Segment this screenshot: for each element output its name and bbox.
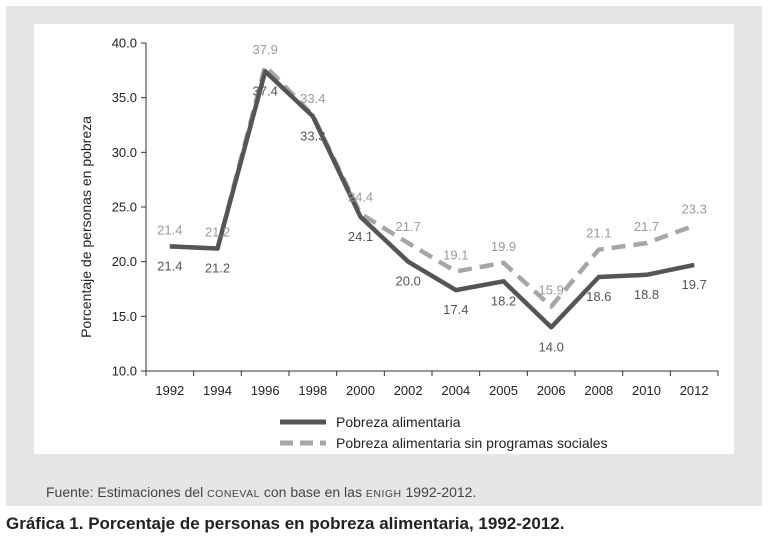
x-tick-label: 1998: [298, 383, 327, 398]
data-label-pobreza-alimentaria: 24.1: [348, 229, 373, 244]
data-label-sin-programas: 23.3: [682, 202, 707, 217]
line-chart: 10.0 15.0 20.0 25.0 30.0 35.0 40.0 1992 1994 1996…: [78, 36, 719, 451]
figure-frame: 10.0 15.0 20.0 25.0 30.0 35.0 40.0 1992 1994 1996…: [6, 6, 762, 506]
data-label-sin-programas: 37.9: [253, 42, 278, 57]
figure-caption: Gráfica 1. Porcentaje de personas en pob…: [6, 514, 565, 533]
x-tick-label: 2005: [489, 383, 518, 398]
legend-label-sin-programas: Pobreza alimentaria sin programas social…: [336, 435, 608, 451]
x-tick-label: 1992: [155, 383, 184, 398]
x-tick-label: 2012: [680, 383, 709, 398]
data-label-sin-programas: 19.9: [491, 239, 516, 254]
data-label-sin-programas: 21.2: [205, 225, 230, 240]
x-tick-label: 1994: [203, 383, 232, 398]
plot-panel: 10.0 15.0 20.0 25.0 30.0 35.0 40.0 1992 1994 1996…: [34, 24, 734, 454]
y-tick-label: 30.0: [112, 145, 137, 160]
y-tick-label: 15.0: [112, 309, 137, 324]
x-tick-label: 2000: [346, 383, 375, 398]
data-label-pobreza-alimentaria: 17.4: [443, 302, 468, 317]
y-tick-label: 20.0: [112, 254, 137, 269]
data-label-pobreza-alimentaria: 37.4: [253, 83, 278, 98]
data-label-sin-programas: 21.4: [157, 222, 182, 237]
x-tick-label: 2010: [632, 383, 661, 398]
source-org-enigh: enigh: [365, 488, 402, 500]
x-tick-label: 2008: [584, 383, 613, 398]
data-label-pobreza-alimentaria: 18.8: [634, 287, 659, 302]
x-tick-label: 2004: [441, 383, 470, 398]
source-prefix: Fuente: Estimaciones del: [46, 484, 208, 500]
source-suffix: 1992-2012.: [401, 484, 477, 500]
x-tick-label: 2002: [394, 383, 423, 398]
data-label-sin-programas: 33.4: [300, 91, 325, 106]
source-org-coneval: coneval: [207, 488, 260, 500]
y-tick-label: 10.0: [112, 364, 137, 379]
x-tick-label: 1996: [251, 383, 280, 398]
y-tick-label: 40.0: [112, 36, 137, 51]
y-tick-label: 35.0: [112, 90, 137, 105]
legend-label-pobreza-alimentaria: Pobreza alimentaria: [336, 414, 461, 430]
data-label-pobreza-alimentaria: 20.0: [396, 274, 421, 289]
source-middle: con base en las: [260, 484, 366, 500]
data-label-sin-programas: 21.7: [396, 219, 421, 234]
data-label-pobreza-alimentaria: 33.3: [300, 128, 325, 143]
source-note: Fuente: Estimaciones del coneval con bas…: [46, 484, 476, 500]
data-label-pobreza-alimentaria: 14.0: [539, 339, 564, 354]
data-label-sin-programas: 21.1: [586, 226, 611, 241]
data-label-pobreza-alimentaria: 21.4: [157, 258, 182, 273]
y-axis-label: Porcentaje de personas en pobreza: [78, 116, 94, 338]
data-label-sin-programas: 24.4: [348, 190, 373, 205]
data-label-sin-programas: 21.7: [634, 219, 659, 234]
data-label-pobreza-alimentaria: 19.7: [682, 277, 707, 292]
series-line-pobreza-alimentaria: [169, 69, 695, 330]
series-line-sin-programas: [169, 63, 695, 309]
y-tick-label: 25.0: [112, 200, 137, 215]
data-label-pobreza-alimentaria: 21.2: [205, 261, 230, 276]
x-tick-label: 2006: [537, 383, 566, 398]
data-label-pobreza-alimentaria: 18.2: [491, 293, 516, 308]
data-label-sin-programas: 15.9: [539, 282, 564, 297]
data-label-pobreza-alimentaria: 18.6: [586, 289, 611, 304]
data-label-sin-programas: 19.1: [443, 248, 468, 263]
